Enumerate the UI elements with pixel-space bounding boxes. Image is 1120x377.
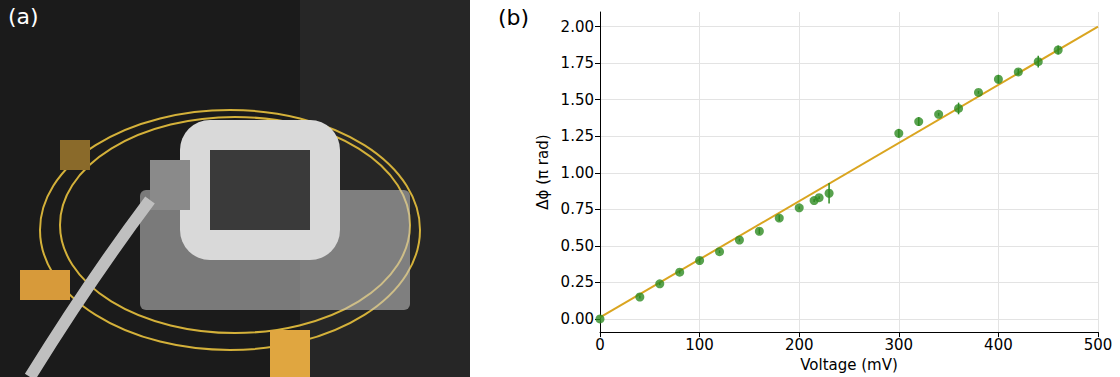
svg-text:Δϕ (π rad): Δϕ (π rad) [534,134,552,209]
html-text:(a): (a) [8,4,39,29]
svg-text:300: 300 [884,336,913,354]
svg-text:Voltage (mV): Voltage (mV) [800,356,898,374]
svg-text:500: 500 [1084,336,1113,354]
svg-text:2.00: 2.00 [561,18,594,36]
svg-text:0.00: 0.00 [561,310,594,328]
svg-text:0.25: 0.25 [561,273,594,291]
svg-text:1.25: 1.25 [561,127,594,145]
svg-text:(b): (b) [498,5,529,30]
svg-text:200: 200 [785,336,814,354]
svg-text:0.75: 0.75 [561,200,594,218]
svg-text:0: 0 [595,336,605,354]
svg-text:100: 100 [685,336,714,354]
svg-text:0.50: 0.50 [561,237,594,255]
svg-text:1.50: 1.50 [561,91,594,109]
svg-text:1.75: 1.75 [561,54,594,72]
svg-text:1.00: 1.00 [561,164,594,182]
svg-text:400: 400 [984,336,1013,354]
